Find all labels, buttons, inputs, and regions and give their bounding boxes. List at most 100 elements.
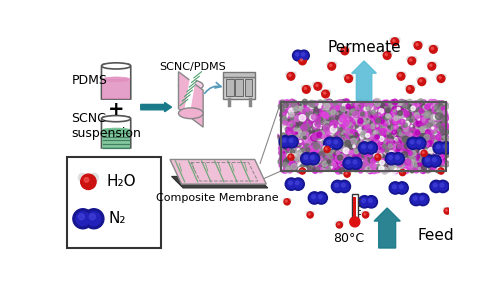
Circle shape [358, 122, 362, 125]
Circle shape [414, 196, 417, 200]
Circle shape [308, 108, 314, 113]
Circle shape [312, 138, 314, 139]
Circle shape [358, 156, 362, 159]
Circle shape [366, 110, 372, 116]
Circle shape [420, 127, 426, 134]
Circle shape [367, 143, 376, 152]
Circle shape [428, 132, 431, 135]
Circle shape [292, 100, 296, 104]
Circle shape [426, 112, 433, 118]
Circle shape [396, 166, 398, 169]
Circle shape [366, 131, 370, 136]
Circle shape [353, 130, 358, 135]
Circle shape [442, 101, 445, 104]
Circle shape [324, 110, 326, 113]
Circle shape [350, 140, 354, 143]
Circle shape [310, 115, 314, 120]
Circle shape [442, 138, 445, 142]
Circle shape [353, 115, 360, 121]
Circle shape [320, 103, 326, 109]
Circle shape [403, 161, 406, 165]
Circle shape [389, 138, 392, 142]
Circle shape [434, 101, 436, 104]
Circle shape [325, 150, 326, 152]
Circle shape [352, 116, 355, 120]
Circle shape [322, 136, 329, 143]
Circle shape [410, 168, 414, 173]
Circle shape [444, 146, 447, 148]
Circle shape [424, 153, 428, 157]
Circle shape [394, 108, 400, 114]
Circle shape [368, 106, 374, 112]
Circle shape [436, 74, 440, 79]
Circle shape [286, 160, 291, 165]
Circle shape [316, 153, 320, 157]
Circle shape [382, 113, 383, 115]
Circle shape [359, 157, 361, 159]
Circle shape [288, 117, 290, 120]
Circle shape [366, 147, 371, 153]
Circle shape [418, 78, 426, 85]
Circle shape [366, 108, 371, 112]
Circle shape [339, 145, 345, 151]
Circle shape [332, 180, 344, 192]
Circle shape [431, 152, 434, 154]
Circle shape [284, 122, 288, 126]
Circle shape [392, 163, 398, 168]
Circle shape [346, 172, 348, 174]
Circle shape [292, 121, 293, 123]
Circle shape [360, 112, 364, 116]
Circle shape [358, 105, 360, 108]
Circle shape [336, 106, 340, 110]
Circle shape [412, 154, 419, 160]
Circle shape [443, 158, 448, 163]
Circle shape [327, 136, 328, 138]
Circle shape [396, 145, 400, 149]
Circle shape [376, 167, 380, 172]
Circle shape [326, 166, 328, 169]
Circle shape [388, 114, 395, 120]
Circle shape [368, 106, 370, 108]
Circle shape [312, 127, 318, 134]
Circle shape [426, 117, 431, 122]
Circle shape [399, 142, 404, 147]
Circle shape [328, 104, 334, 109]
Circle shape [389, 182, 402, 194]
Circle shape [409, 156, 416, 163]
Circle shape [438, 151, 441, 154]
Circle shape [396, 157, 400, 162]
Circle shape [392, 158, 396, 162]
Circle shape [338, 148, 340, 150]
Circle shape [443, 155, 444, 156]
Circle shape [320, 110, 322, 112]
Circle shape [336, 110, 340, 114]
Circle shape [413, 166, 416, 170]
Circle shape [280, 155, 283, 157]
Circle shape [316, 122, 320, 125]
Circle shape [356, 162, 358, 164]
Circle shape [326, 110, 332, 116]
Circle shape [312, 102, 317, 108]
Circle shape [282, 129, 287, 134]
Circle shape [349, 151, 356, 157]
Circle shape [412, 152, 413, 153]
Circle shape [392, 168, 398, 174]
Circle shape [366, 119, 368, 120]
Circle shape [395, 132, 401, 138]
Circle shape [422, 145, 426, 149]
Circle shape [334, 140, 337, 143]
Circle shape [434, 145, 441, 151]
Circle shape [348, 148, 355, 155]
Circle shape [318, 114, 324, 119]
Circle shape [280, 131, 285, 136]
Circle shape [297, 106, 302, 111]
Circle shape [395, 152, 397, 154]
Circle shape [298, 105, 304, 111]
Circle shape [304, 105, 306, 107]
Circle shape [407, 57, 411, 61]
Circle shape [309, 135, 314, 140]
Circle shape [412, 123, 417, 129]
Circle shape [380, 113, 384, 116]
Circle shape [374, 149, 376, 150]
Circle shape [414, 147, 418, 150]
